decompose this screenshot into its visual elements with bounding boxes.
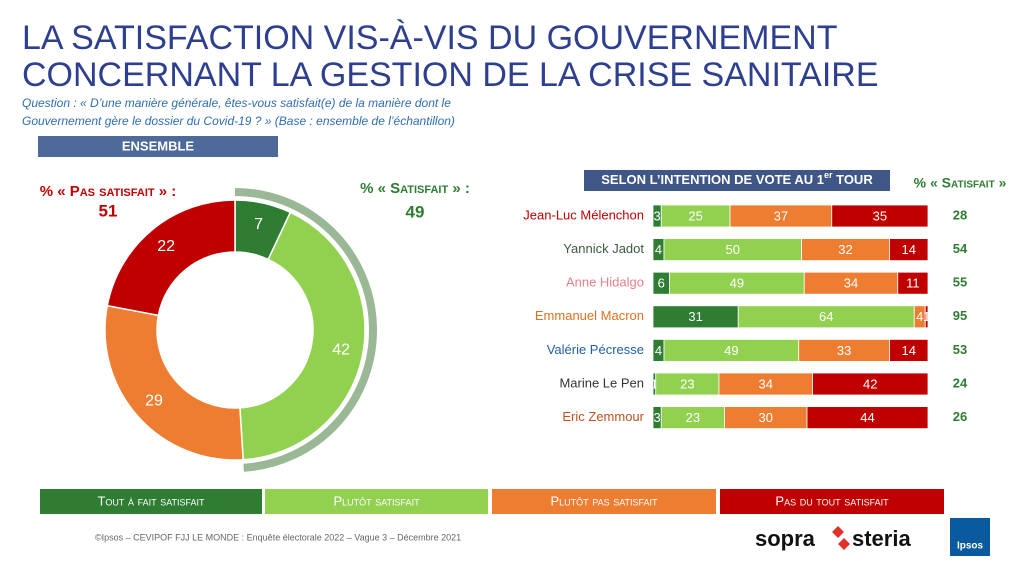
logo-box	[950, 518, 990, 556]
legend-swatch	[40, 489, 262, 514]
total-value: 55	[953, 275, 967, 290]
bar-value: 49	[730, 276, 744, 291]
bar-value: 42	[863, 376, 877, 391]
group-label: % « Pas satisfait » :	[40, 183, 177, 200]
bar-value: 4	[916, 309, 923, 324]
group-value: 49	[406, 202, 425, 221]
logo: steria	[852, 526, 911, 551]
slice-label: 29	[145, 393, 163, 410]
legend-swatch	[720, 489, 944, 514]
title-line: LA SATISFACTION VIS-À-VIS DU GOUVERNEMEN…	[22, 19, 838, 57]
bar-value: 35	[873, 208, 887, 223]
bar-value: 44	[860, 410, 874, 425]
total-value: 53	[953, 342, 967, 357]
question: Gouvernement gère le dossier du Covid-19…	[22, 114, 455, 128]
bar-value: 11	[906, 276, 920, 291]
bar-segment	[806, 406, 929, 430]
bar-value: 31	[688, 309, 702, 324]
section-header	[38, 136, 278, 157]
bar-value: 1	[651, 376, 658, 391]
legend-label: Plutôt satisfait	[333, 493, 420, 508]
slice-label: 42	[332, 341, 350, 358]
totals-header: % « Satisfait »	[914, 175, 1007, 191]
donut-slice	[239, 211, 366, 461]
bar-segment	[889, 338, 929, 362]
bar-value: 4	[655, 343, 662, 358]
satisfied-ring	[234, 188, 377, 472]
bar-segment	[924, 305, 929, 329]
bar-value: 64	[819, 309, 833, 324]
bar-value: 34	[759, 376, 773, 391]
total-value: 54	[953, 241, 968, 256]
category-label: Anne Hidalgo	[566, 275, 644, 290]
bar-segment	[831, 204, 929, 228]
legend-swatch	[492, 489, 716, 514]
logo: sopra	[755, 526, 816, 551]
section-label: ENSEMBLE	[122, 138, 195, 153]
total-value: 24	[953, 375, 968, 390]
category-label: Valérie Pécresse	[547, 342, 644, 357]
label-sup: er	[824, 170, 833, 180]
bar-value: 37	[774, 208, 788, 223]
legend-label: Pas du tout satisfait	[775, 493, 889, 508]
total-value: 26	[953, 409, 967, 424]
bar-value: 49	[724, 343, 738, 358]
logo-mark	[832, 526, 850, 550]
bar-value: 14	[902, 343, 916, 358]
bar-value: 25	[688, 208, 702, 223]
bar-segment	[812, 372, 929, 396]
label-part: TOUR	[833, 172, 874, 187]
bar-value: 50	[726, 242, 740, 257]
bar-value: 23	[686, 410, 700, 425]
footer: ©Ipsos – CEVIPOF FJJ LE MONDE : Enquête …	[95, 532, 461, 542]
bar-value: 6	[658, 276, 665, 291]
category-label: Eric Zemmour	[562, 409, 644, 424]
total-value: 28	[953, 207, 967, 222]
bar-value: 4	[655, 242, 662, 257]
bar-value: 34	[844, 276, 858, 291]
section-header	[584, 170, 890, 191]
bar-value: 33	[837, 343, 851, 358]
bar-segment	[897, 271, 929, 295]
bar-value: 1	[923, 309, 930, 324]
donut-slice	[106, 199, 236, 317]
section-label: SELON L’INTENTION DE VOTE AU 1er TOUR	[601, 170, 873, 187]
legend-label: Plutôt pas satisfait	[550, 493, 658, 508]
logo: Ipsos	[957, 541, 984, 552]
group-label: % « Satisfait » :	[360, 180, 470, 197]
bar-value: 3	[654, 410, 661, 425]
bar-value: 3	[654, 208, 661, 223]
category-label: Marine Le Pen	[559, 375, 644, 390]
donut-slice	[104, 304, 244, 461]
legend-label: Tout à fait satisfait	[97, 493, 205, 508]
bar-value: 23	[680, 376, 694, 391]
legend-swatch	[265, 489, 488, 514]
question: Question : « D’une manière générale, ête…	[22, 96, 451, 110]
title-line: CONCERNANT LA GESTION DE LA CRISE SANITA…	[22, 56, 879, 94]
category-label: Emmanuel Macron	[535, 308, 644, 323]
slice-label: 7	[254, 216, 263, 233]
bar-value: 30	[759, 410, 773, 425]
total-value: 95	[953, 308, 967, 323]
label-part: SELON L’INTENTION DE VOTE AU 1	[601, 172, 824, 187]
category-label: Yannick Jadot	[563, 241, 644, 256]
slice-label: 22	[157, 238, 175, 255]
bar-value: 32	[838, 242, 852, 257]
bar-segment	[889, 238, 929, 262]
bar-value: 14	[902, 242, 916, 257]
group-value: 51	[99, 201, 118, 220]
category-label: Jean-Luc Mélenchon	[523, 207, 644, 222]
